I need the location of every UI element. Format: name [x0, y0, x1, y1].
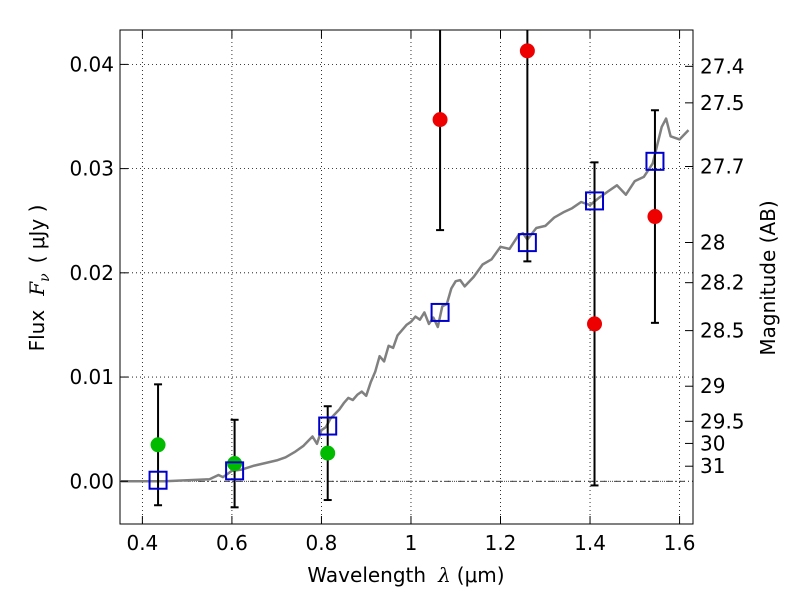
observed-detections-marker [320, 445, 336, 461]
y2-tick-label: 28.2 [700, 271, 745, 295]
observed-upper-marker [647, 209, 663, 225]
x-tick-label: 1.6 [664, 531, 696, 555]
y2-tick-label: 27.5 [700, 91, 745, 115]
x-tick-label: 1 [405, 531, 418, 555]
y2-tick-label: 30 [700, 431, 725, 455]
y2-tick-label: 27.4 [700, 54, 745, 78]
y-axis-label: FluxFν( μJy ) [25, 205, 53, 352]
x-tick-label: 0.4 [126, 531, 158, 555]
observed-upper-marker [519, 43, 535, 59]
y-tick-label: 0.04 [69, 52, 114, 76]
grid [120, 30, 693, 524]
bandpass-square-marker [585, 191, 605, 211]
ticks: 0.4 0.6 0.8 1 1.2 1.4 1.6 0.00 0.01 0.02 0.03 0.04 2… [69, 30, 745, 555]
y2-tick-label: 31 [700, 454, 725, 478]
bandpass-square-marker [645, 151, 665, 171]
observed-upper-marker [587, 316, 603, 332]
y2-tick-label: 27.7 [700, 155, 745, 179]
observed-detections-marker [150, 437, 166, 453]
y-tick-label: 0.01 [69, 365, 114, 389]
bandpass-square-marker [225, 461, 245, 481]
spectrum-line [120, 117, 690, 483]
bandpass-square-marker [517, 233, 537, 253]
plot-frame [119, 29, 694, 525]
y-tick-label: 0.03 [69, 157, 114, 181]
y2-tick-label: 28 [700, 231, 725, 255]
observed-detections-marker [227, 456, 243, 472]
y2-tick-label: 29 [700, 374, 725, 398]
y2-axis-label: Magnitude (AB) [756, 200, 780, 355]
bandpass-square-marker [148, 470, 168, 490]
y-tick-label: 0.02 [69, 261, 114, 285]
y2-tick-label: 28.5 [700, 319, 745, 343]
x-tick-label: 0.8 [306, 531, 338, 555]
x-tick-label: 0.6 [216, 531, 248, 555]
x-tick-label: 1.4 [574, 531, 606, 555]
x-tick-label: 1.2 [485, 531, 517, 555]
series-layer [120, 30, 690, 509]
bandpass-square-marker [318, 416, 338, 436]
x-axis-label: Wavelength λ (μm) [307, 563, 504, 587]
y-tick-label: 0.00 [69, 469, 114, 493]
observed-upper-marker [432, 112, 448, 128]
bandpass-square-marker [430, 302, 450, 322]
y2-tick-label: 29.5 [700, 409, 745, 433]
